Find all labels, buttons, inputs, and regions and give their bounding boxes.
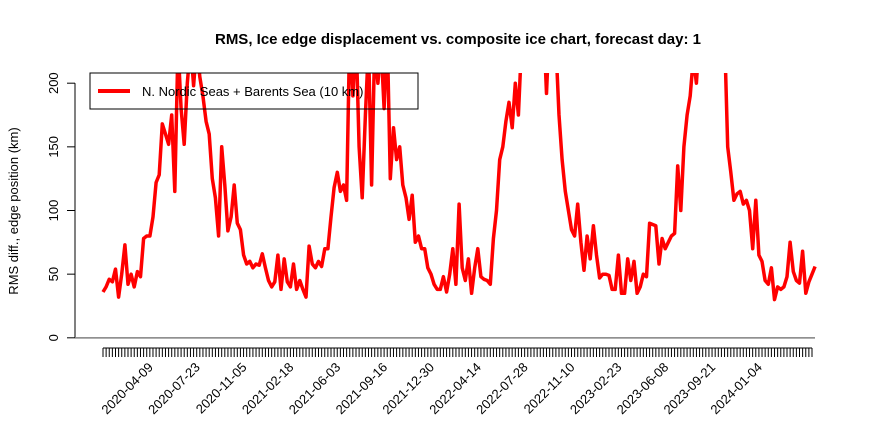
y-tick-label: 50 [46, 267, 61, 281]
chart-title: RMS, Ice edge displacement vs. composite… [215, 31, 701, 48]
y-tick-label: 150 [46, 136, 61, 158]
series-line [101, 73, 817, 302]
y-tick-label: 200 [46, 72, 61, 94]
legend-box [89, 72, 419, 110]
y-axis-label: RMS diff., edge position (km) [6, 127, 21, 294]
y-tick-label: 100 [46, 200, 61, 222]
y-tick-label: 0 [46, 334, 61, 341]
legend-label: N. Nordic Seas + Barents Sea (10 km) [142, 84, 363, 99]
legend: N. Nordic Seas + Barents Sea (10 km) [89, 72, 419, 110]
